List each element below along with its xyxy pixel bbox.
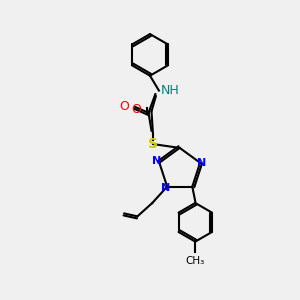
Text: NH: NH (160, 84, 179, 97)
Text: N: N (197, 158, 206, 168)
Text: N: N (152, 156, 161, 166)
Text: S: S (148, 137, 158, 151)
Text: O: O (131, 103, 141, 116)
Text: CH₃: CH₃ (186, 256, 205, 266)
Text: N: N (161, 183, 170, 193)
Text: O: O (119, 100, 129, 113)
